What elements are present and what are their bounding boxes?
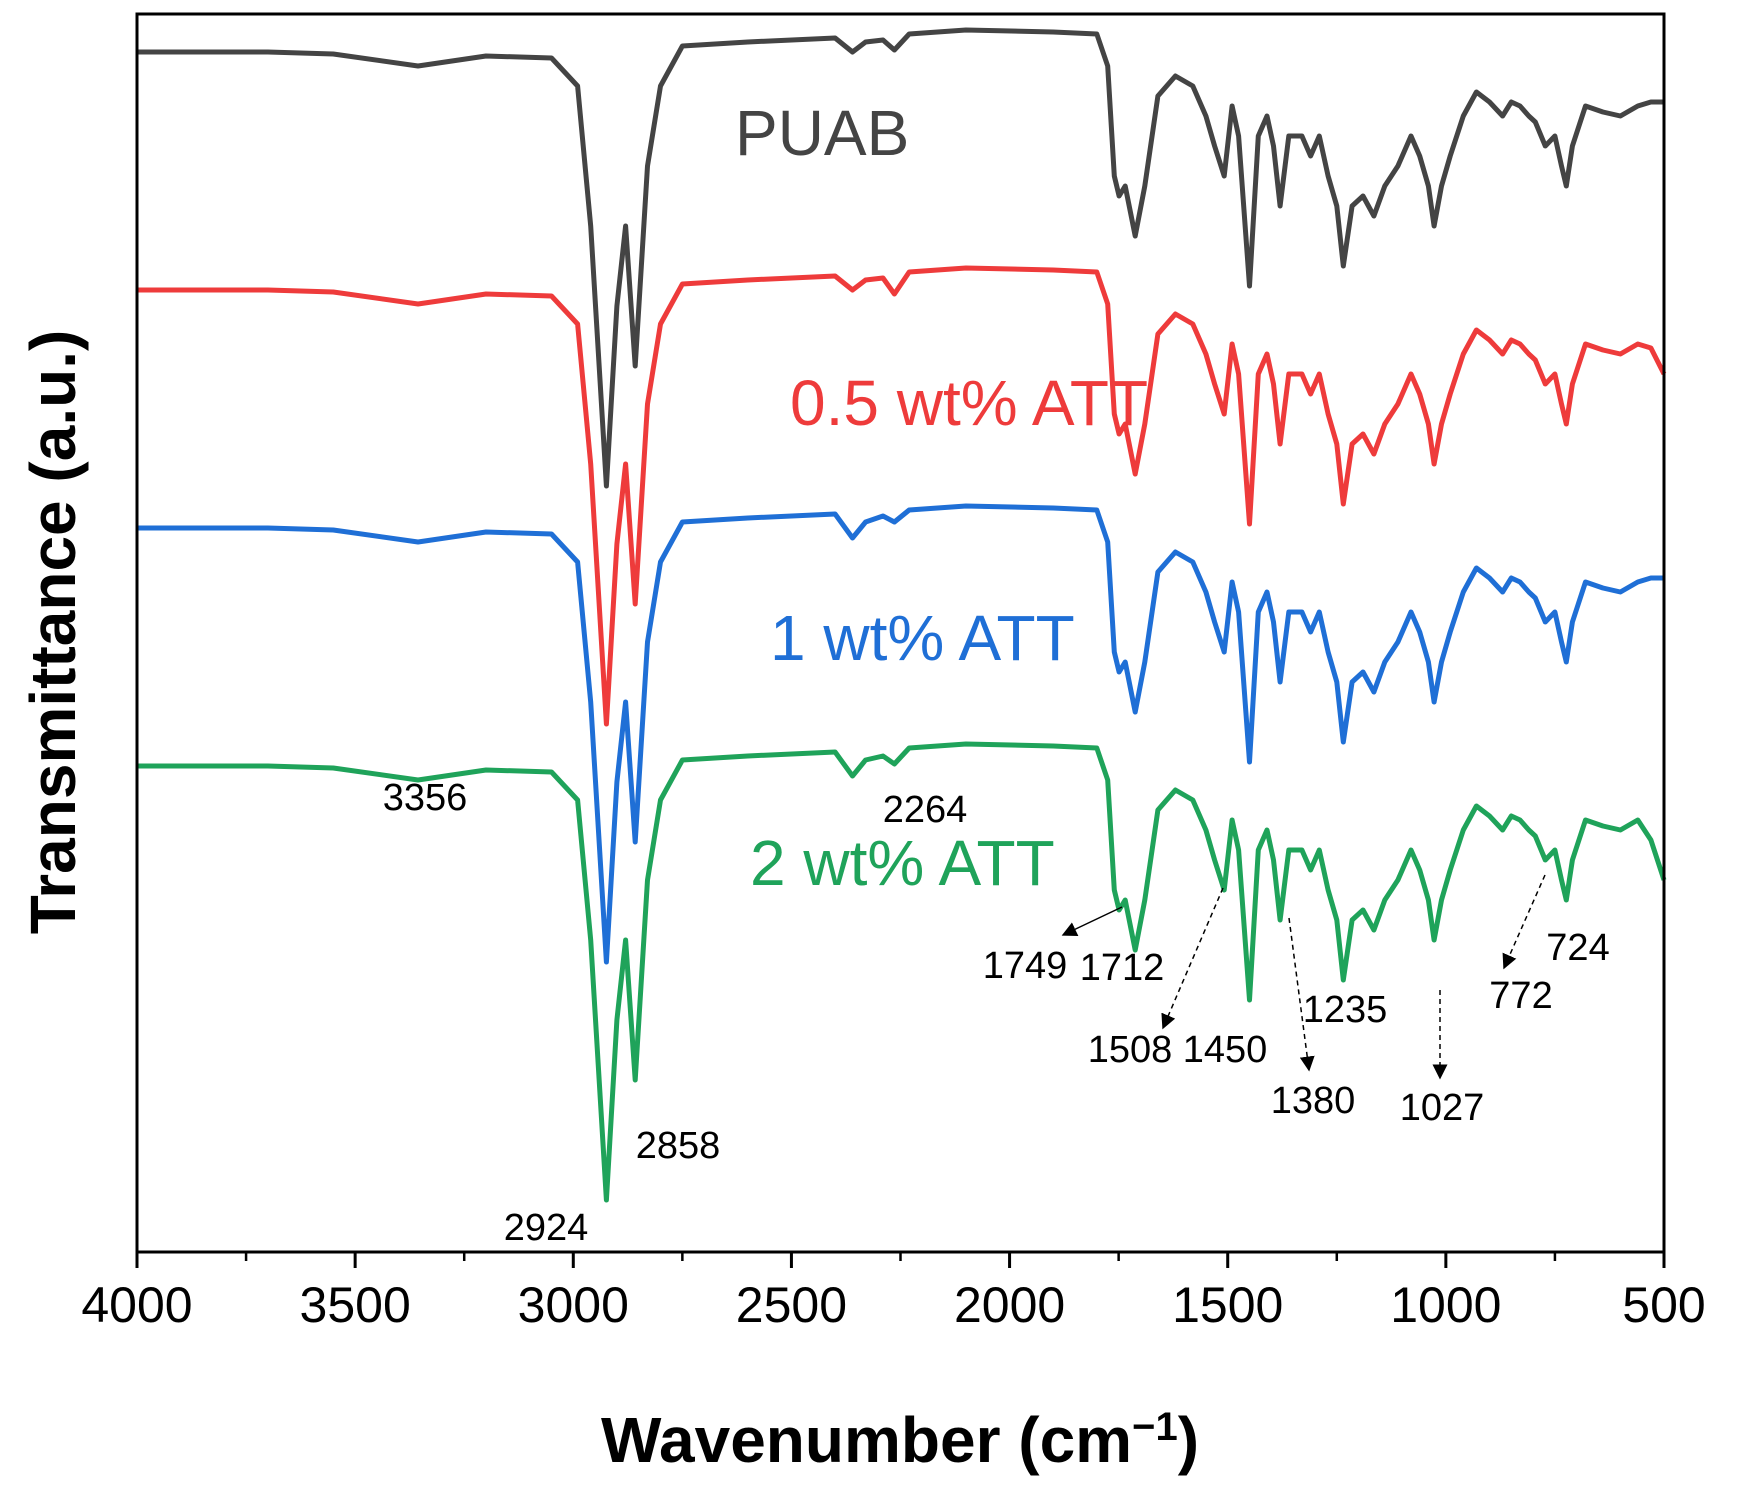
- x-tick-label-2000: 2000: [954, 1277, 1065, 1333]
- peak-label-7: 1508: [1088, 1029, 1173, 1071]
- series-label-4: 2 wt% ATT: [750, 827, 1055, 899]
- x-axis-title-exponent: −1: [1132, 1405, 1178, 1449]
- peak-label-6: 1712: [1080, 947, 1165, 989]
- x-tick-label-3500: 3500: [300, 1277, 411, 1333]
- peak-label-9: 1380: [1271, 1080, 1356, 1122]
- peak-label-11: 1027: [1400, 1087, 1485, 1129]
- series-labels: PUAB 0.5 wt% ATT 1 wt% ATT 2 wt% ATT: [735, 97, 1148, 899]
- peak-label-8: 1450: [1183, 1029, 1268, 1071]
- arrow-1749: [1061, 906, 1123, 936]
- series-line-4: [137, 741, 1667, 1203]
- peak-label-10: 1235: [1303, 989, 1388, 1031]
- arrow-1380: [1288, 917, 1315, 1072]
- series-line-2: [137, 265, 1667, 727]
- x-tick-label-1000: 1000: [1390, 1277, 1501, 1333]
- x-tick-label-1500: 1500: [1172, 1277, 1283, 1333]
- series-label-2: 0.5 wt% ATT: [790, 367, 1148, 439]
- peak-label-1: 3356: [383, 777, 468, 819]
- series-label-1: PUAB: [735, 97, 909, 169]
- series-line-3: [137, 503, 1664, 965]
- peak-label-2: 2264: [883, 789, 968, 831]
- series-line-1: [137, 27, 1664, 489]
- x-tick-label-2500: 2500: [736, 1277, 847, 1333]
- x-tick-label-500: 500: [1622, 1277, 1705, 1333]
- x-tick-label-3000: 3000: [518, 1277, 629, 1333]
- series-layer: [137, 27, 1667, 1203]
- peak-label-4: 2858: [636, 1125, 721, 1167]
- x-axis: 4000 3500 3000 2500 2000 1500 1000 500: [81, 1252, 1706, 1333]
- arrow-772: [1502, 874, 1546, 970]
- peak-label-3: 2924: [504, 1207, 589, 1249]
- y-axis-title: Transmittance (a.u.): [17, 330, 89, 935]
- x-axis-title-close: ): [1178, 1404, 1199, 1476]
- x-tick-label-4000: 4000: [81, 1277, 192, 1333]
- peak-label-5: 1749: [983, 945, 1068, 987]
- peak-label-12: 772: [1489, 975, 1552, 1017]
- x-axis-title: Wavenumber (cm−1): [601, 1404, 1199, 1476]
- series-label-3: 1 wt% ATT: [770, 602, 1075, 674]
- peak-label-13: 724: [1546, 927, 1609, 969]
- arrow-1508: [1161, 887, 1224, 1030]
- x-axis-title-main: Wavenumber (cm: [601, 1404, 1132, 1476]
